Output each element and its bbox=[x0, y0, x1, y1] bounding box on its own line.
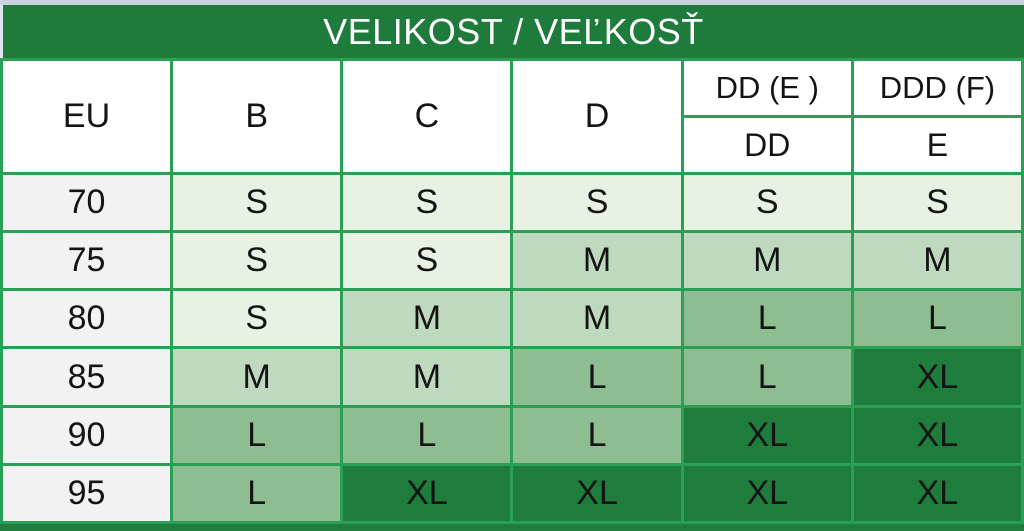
size-cell: S bbox=[170, 288, 344, 350]
chart-title-bar: VELIKOST / VEĽKOSŤ bbox=[0, 5, 1024, 58]
eu-band-cell: 70 bbox=[0, 171, 174, 234]
chart-title: VELIKOST / VEĽKOSŤ bbox=[323, 10, 704, 52]
size-cell: M bbox=[850, 230, 1024, 292]
size-cell: XL bbox=[850, 462, 1024, 525]
size-table-body: 70 S S S S S 75 S S M M M 80 S M M L L 85 M M L L XL 90 L L L XL XL 95… bbox=[0, 171, 1024, 525]
table-row: 75 S S M M M bbox=[0, 230, 1024, 292]
size-cell: XL bbox=[680, 462, 854, 525]
col-header-b: B bbox=[170, 58, 344, 175]
col-header-dd-e: DD (E ) bbox=[680, 58, 854, 118]
size-cell: XL bbox=[510, 462, 684, 525]
size-cell: XL bbox=[680, 404, 854, 466]
size-cell: M bbox=[340, 288, 514, 350]
size-cell: S bbox=[170, 171, 344, 234]
size-cell: M bbox=[680, 230, 854, 292]
size-cell: XL bbox=[850, 346, 1024, 408]
size-cell: L bbox=[340, 404, 514, 466]
size-cell: L bbox=[850, 288, 1024, 350]
size-cell: L bbox=[170, 404, 344, 466]
table-bottom-border bbox=[0, 524, 1024, 531]
col-header-c: C bbox=[340, 58, 514, 175]
table-header: EU B C D DD (E ) DDD (F) DD E bbox=[0, 58, 1024, 175]
size-cell: S bbox=[850, 171, 1024, 234]
header-row-top: EU B C D DD (E ) DDD (F) bbox=[0, 58, 1024, 175]
table-row: 95 L XL XL XL XL bbox=[0, 462, 1024, 525]
col-header-eu: EU bbox=[0, 58, 174, 175]
table-row: 85 M M L L XL bbox=[0, 346, 1024, 408]
size-cell: M bbox=[170, 346, 344, 408]
table-row: 90 L L L XL XL bbox=[0, 404, 1024, 466]
size-cell: S bbox=[680, 171, 854, 234]
eu-band-cell: 90 bbox=[0, 404, 174, 466]
size-cell: L bbox=[680, 346, 854, 408]
eu-band-cell: 85 bbox=[0, 346, 174, 408]
size-cell: S bbox=[340, 171, 514, 234]
size-cell: XL bbox=[340, 462, 514, 525]
eu-band-cell: 80 bbox=[0, 288, 174, 350]
size-cell: L bbox=[680, 288, 854, 350]
size-cell: L bbox=[170, 462, 344, 525]
col-header-d: D bbox=[510, 58, 684, 175]
size-cell: M bbox=[510, 230, 684, 292]
window-edge-strip bbox=[0, 0, 1024, 5]
table-row: 70 S S S S S bbox=[0, 171, 1024, 234]
col-header-ddd-f: DDD (F) bbox=[850, 58, 1024, 118]
size-conversion-table: EU B C D DD (E ) DDD (F) DD E 70 S S S S S 75 S… bbox=[0, 58, 1024, 525]
table-row: 80 S M M L L bbox=[0, 288, 1024, 350]
size-cell: S bbox=[170, 230, 344, 292]
eu-band-cell: 95 bbox=[0, 462, 174, 525]
size-cell: M bbox=[510, 288, 684, 350]
size-cell: L bbox=[510, 346, 684, 408]
eu-band-cell: 75 bbox=[0, 230, 174, 292]
size-cell: M bbox=[340, 346, 514, 408]
size-cell: S bbox=[510, 171, 684, 234]
size-cell: XL bbox=[850, 404, 1024, 466]
size-cell: L bbox=[510, 404, 684, 466]
col-subheader-e: E bbox=[850, 115, 1024, 175]
header-row-bottom: DD E bbox=[2, 115, 1024, 175]
size-cell: S bbox=[340, 230, 514, 292]
col-subheader-dd: DD bbox=[680, 115, 854, 175]
